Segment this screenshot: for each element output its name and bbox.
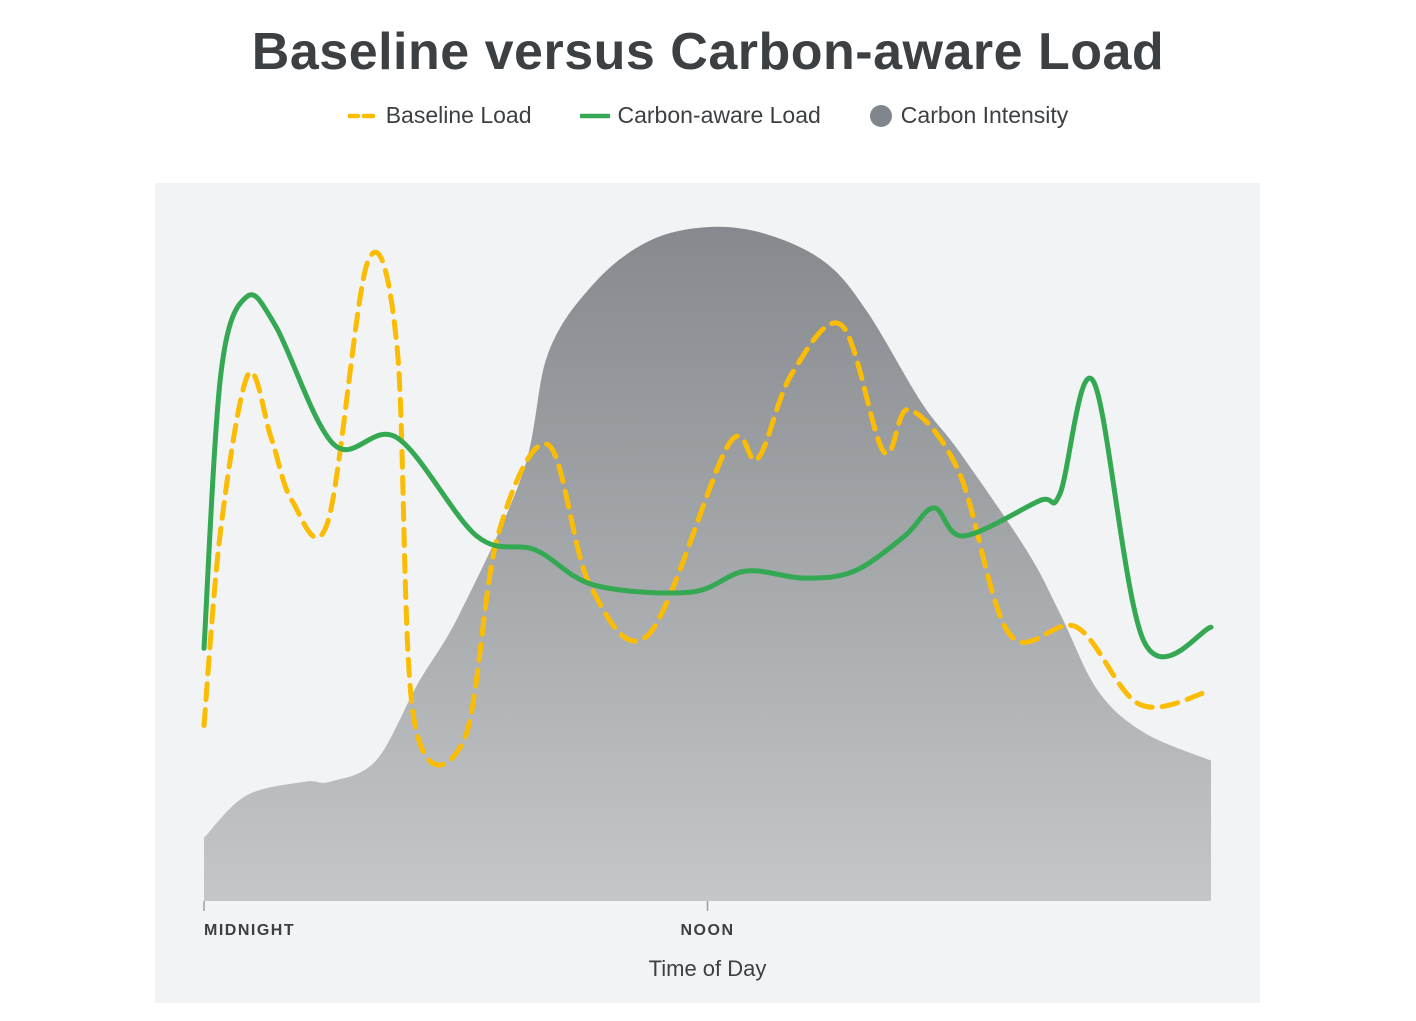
legend: Baseline Load Carbon-aware Load Carbon I… [0,102,1416,129]
x-tick-label: NOON [681,922,735,939]
legend-item-carbon-intensity: Carbon Intensity [869,102,1068,129]
baseline-load-line [201,249,1214,768]
legend-label-carbon-intensity: Carbon Intensity [900,102,1069,128]
carbon-intensity-area [204,226,1211,901]
legend-label-carbon-aware: Carbon-aware Load [617,102,821,128]
legend-item-carbon-aware: Carbon-aware Load [579,102,821,129]
legend-swatch-carbon-aware [579,113,610,118]
carbon-aware-load-line [201,292,1214,660]
legend-label-baseline: Baseline Load [385,102,532,128]
x-axis-label: Time of Day [649,956,767,981]
legend-swatch-baseline [347,113,378,118]
x-axis-ticks: MIDNIGHT NOON [203,901,735,939]
chart-area: MIDNIGHT NOON Time of Day [201,226,1214,981]
x-tick-label: MIDNIGHT [204,922,295,939]
legend-item-baseline: Baseline Load [347,102,532,129]
legend-swatch-carbon-intensity [869,104,892,127]
plot-panel: MIDNIGHT NOON Time of Day [155,183,1260,1003]
chart-title: Baseline versus Carbon-aware Load [251,23,1165,81]
